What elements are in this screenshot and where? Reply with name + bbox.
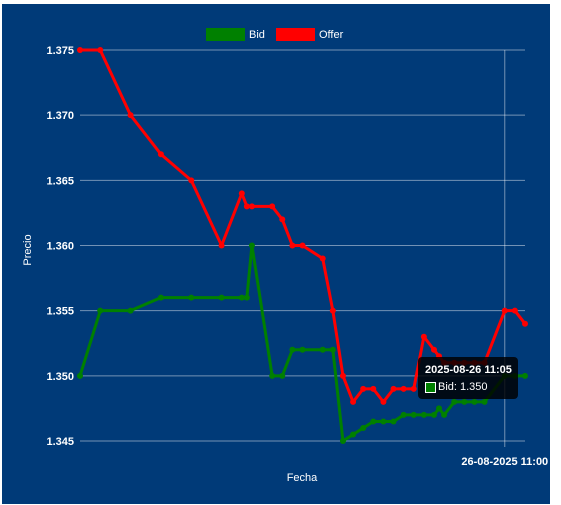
data-point-bid[interactable]: [289, 346, 296, 353]
data-point-bid[interactable]: [420, 411, 427, 418]
data-point-offer[interactable]: [350, 398, 357, 405]
legend: Bid Offer: [206, 28, 344, 41]
data-point-bid[interactable]: [522, 372, 528, 379]
y-tick-label: 1.375: [46, 45, 74, 57]
y-axis-title: Precio: [22, 234, 34, 265]
data-point-bid[interactable]: [97, 307, 104, 314]
data-point-bid[interactable]: [329, 346, 336, 353]
data-point-bid[interactable]: [370, 418, 377, 425]
data-point-bid[interactable]: [436, 405, 443, 412]
data-point-offer[interactable]: [299, 242, 306, 249]
data-point-bid[interactable]: [400, 411, 407, 418]
data-point-bid[interactable]: [441, 411, 448, 418]
data-point-bid[interactable]: [339, 438, 346, 444]
data-point-offer[interactable]: [511, 307, 518, 314]
data-point-offer[interactable]: [501, 307, 508, 314]
data-point-bid[interactable]: [380, 418, 387, 425]
data-point-bid[interactable]: [319, 346, 326, 353]
data-point-offer[interactable]: [430, 346, 437, 353]
data-point-bid[interactable]: [471, 398, 478, 405]
data-point-offer[interactable]: [360, 385, 367, 392]
y-tick-label: 1.365: [46, 175, 74, 187]
data-point-offer[interactable]: [410, 385, 417, 392]
data-point-offer[interactable]: [127, 112, 134, 119]
data-point-bid[interactable]: [410, 411, 417, 418]
data-point-offer[interactable]: [400, 385, 407, 392]
y-tick-label: 1.370: [46, 110, 74, 122]
data-point-bid[interactable]: [127, 307, 134, 314]
tooltip-value: Bid: 1.350: [438, 381, 488, 393]
data-point-offer[interactable]: [218, 242, 225, 249]
series-layer: [77, 47, 528, 444]
data-point-bid[interactable]: [218, 294, 225, 301]
x-axis-title: Fecha: [287, 472, 318, 484]
data-point-bid[interactable]: [188, 294, 195, 301]
y-tick-label: 1.345: [46, 436, 74, 448]
data-point-offer[interactable]: [238, 190, 245, 197]
line-chart: 1.375 1.370 1.365 1.360 1.355 1.350 1.345 26-08…: [22, 28, 548, 484]
data-point-offer[interactable]: [97, 47, 104, 53]
y-tick-label: 1.360: [46, 241, 74, 253]
data-point-bid[interactable]: [430, 411, 437, 418]
data-point-bid[interactable]: [157, 294, 164, 301]
data-point-offer[interactable]: [380, 398, 387, 405]
data-point-bid[interactable]: [243, 294, 250, 301]
data-point-offer[interactable]: [420, 333, 427, 340]
series-line-bid: [78, 244, 527, 443]
data-point-bid[interactable]: [451, 398, 458, 405]
data-point-bid[interactable]: [77, 372, 83, 379]
data-point-bid[interactable]: [390, 418, 397, 425]
data-point-offer[interactable]: [289, 242, 296, 249]
data-point-offer[interactable]: [243, 203, 250, 210]
data-point-offer[interactable]: [77, 47, 83, 53]
data-point-offer[interactable]: [319, 255, 326, 262]
data-point-bid[interactable]: [350, 431, 357, 438]
hover-tooltip: 2025-08-26 11:05 Bid: 1.350: [418, 357, 518, 399]
legend-label-bid[interactable]: Bid: [249, 29, 265, 41]
data-point-bid[interactable]: [360, 424, 367, 431]
x-tick-label: 26-08-2025 11:00: [461, 456, 548, 468]
data-point-bid[interactable]: [481, 398, 488, 405]
data-point-offer[interactable]: [248, 203, 255, 210]
data-point-offer[interactable]: [188, 177, 195, 184]
data-point-offer[interactable]: [390, 385, 397, 392]
data-point-bid[interactable]: [299, 346, 306, 353]
tooltip-title: 2025-08-26 11:05: [425, 364, 512, 376]
data-point-offer[interactable]: [370, 385, 377, 392]
legend-swatch-bid[interactable]: [206, 28, 245, 41]
tooltip-color-swatch: [425, 382, 436, 393]
legend-label-offer[interactable]: Offer: [319, 29, 344, 41]
y-tick-label: 1.355: [46, 306, 74, 318]
y-tick-label: 1.350: [46, 371, 74, 383]
data-point-offer[interactable]: [522, 320, 528, 327]
grid: [80, 49, 525, 447]
data-point-offer[interactable]: [329, 307, 336, 314]
data-point-offer[interactable]: [339, 372, 346, 379]
data-point-bid[interactable]: [269, 372, 276, 379]
data-point-bid[interactable]: [461, 398, 468, 405]
data-point-offer[interactable]: [279, 216, 286, 223]
data-point-offer[interactable]: [269, 203, 276, 210]
data-point-bid[interactable]: [238, 294, 245, 301]
data-point-offer[interactable]: [157, 151, 164, 158]
chart-panel: 1.375 1.370 1.365 1.360 1.355 1.350 1.345 26-08…: [2, 4, 550, 504]
axes: 1.375 1.370 1.365 1.360 1.355 1.350 1.345 26-08…: [46, 45, 548, 468]
data-point-bid[interactable]: [248, 242, 255, 249]
legend-swatch-offer[interactable]: [276, 28, 315, 41]
data-point-bid[interactable]: [279, 372, 286, 379]
